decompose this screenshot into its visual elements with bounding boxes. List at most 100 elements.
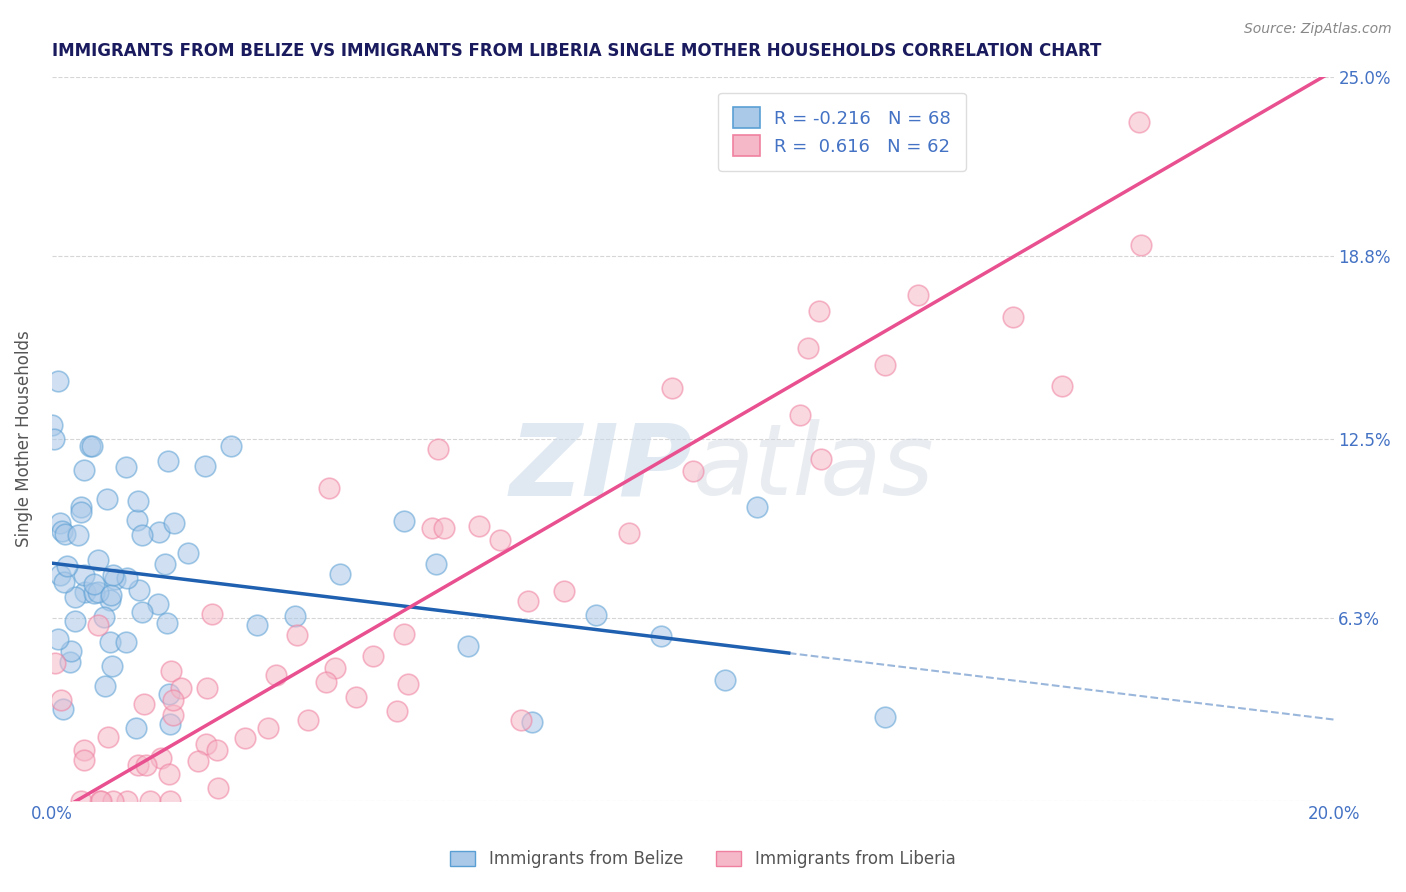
Point [157,688,180,702]
Point [682,464,704,478]
Point [89,794,111,808]
Point [97,730,120,744]
Point [617,525,640,540]
Point [87,584,110,599]
Point [1128,114,1150,128]
Point [125,721,148,735]
Point [87,553,110,567]
Point [194,459,217,474]
Point [59,655,82,669]
Point [101,568,124,582]
Point [396,677,419,691]
Point [318,481,340,495]
Point [745,500,768,515]
Point [195,681,218,696]
Point [49,693,72,707]
Point [159,794,181,808]
Point [49,516,72,531]
Point [131,606,153,620]
Point [70,500,93,515]
Point [1002,310,1025,325]
Point [125,513,148,527]
Point [150,751,173,765]
Point [162,708,184,723]
Point [98,635,121,649]
Point [56,559,79,574]
Point [79,439,101,453]
Point [52,701,75,715]
Point [789,409,811,423]
Point [807,304,830,318]
Point [86,618,108,632]
Point [257,722,280,736]
Point [517,593,540,607]
Point [101,659,124,673]
Point [46,632,69,646]
Legend: R = -0.216   N = 68, R =  0.616   N = 62: R = -0.216 N = 68, R = 0.616 N = 62 [718,93,966,170]
Text: Source: ZipAtlas.com: Source: ZipAtlas.com [1244,22,1392,37]
Point [468,519,491,533]
Point [135,757,157,772]
Point [63,590,86,604]
Point [63,614,86,628]
Text: IMMIGRANTS FROM BELIZE VS IMMIGRANTS FROM LIBERIA SINGLE MOTHER HOUSEHOLDS CORRE: IMMIGRANTS FROM BELIZE VS IMMIGRANTS FRO… [52,42,1101,60]
Point [433,521,456,535]
Point [264,667,287,681]
Point [70,794,93,808]
Point [162,693,184,707]
Point [70,506,93,520]
Point [131,527,153,541]
Point [42,433,65,447]
Point [90,794,112,808]
Point [83,577,105,591]
Point [67,527,90,541]
Point [117,794,139,808]
Point [207,781,229,796]
Point [93,679,115,693]
Point [201,607,224,622]
Point [315,674,337,689]
Point [96,492,118,507]
Point [157,454,180,468]
Point [1050,379,1073,393]
Point [713,673,735,687]
Point [810,452,832,467]
Point [907,288,929,302]
Point [489,533,512,547]
Point [510,713,533,727]
Point [128,582,150,597]
Point [650,629,672,643]
Point [1130,238,1153,252]
Point [284,609,307,624]
Point [132,697,155,711]
Point [323,660,346,674]
Legend: Immigrants from Belize, Immigrants from Liberia: Immigrants from Belize, Immigrants from … [444,844,962,875]
Point [873,710,896,724]
Point [585,607,607,622]
Point [363,648,385,663]
Point [114,635,136,649]
Point [52,574,75,589]
Point [93,610,115,624]
Point [205,743,228,757]
Point [49,567,72,582]
Point [163,516,186,531]
Point [170,681,193,695]
Text: ZIP: ZIP [509,419,693,516]
Point [522,714,544,729]
Point [73,753,96,767]
Point [425,557,447,571]
Point [46,374,69,388]
Point [157,767,180,781]
Point [553,584,575,599]
Point [219,439,242,453]
Point [100,588,122,602]
Point [233,731,256,746]
Point [177,546,200,560]
Point [159,716,181,731]
Point [60,643,83,657]
Point [385,704,408,718]
Point [98,593,121,607]
Point [187,754,209,768]
Y-axis label: Single Mother Households: Single Mother Households [15,330,32,547]
